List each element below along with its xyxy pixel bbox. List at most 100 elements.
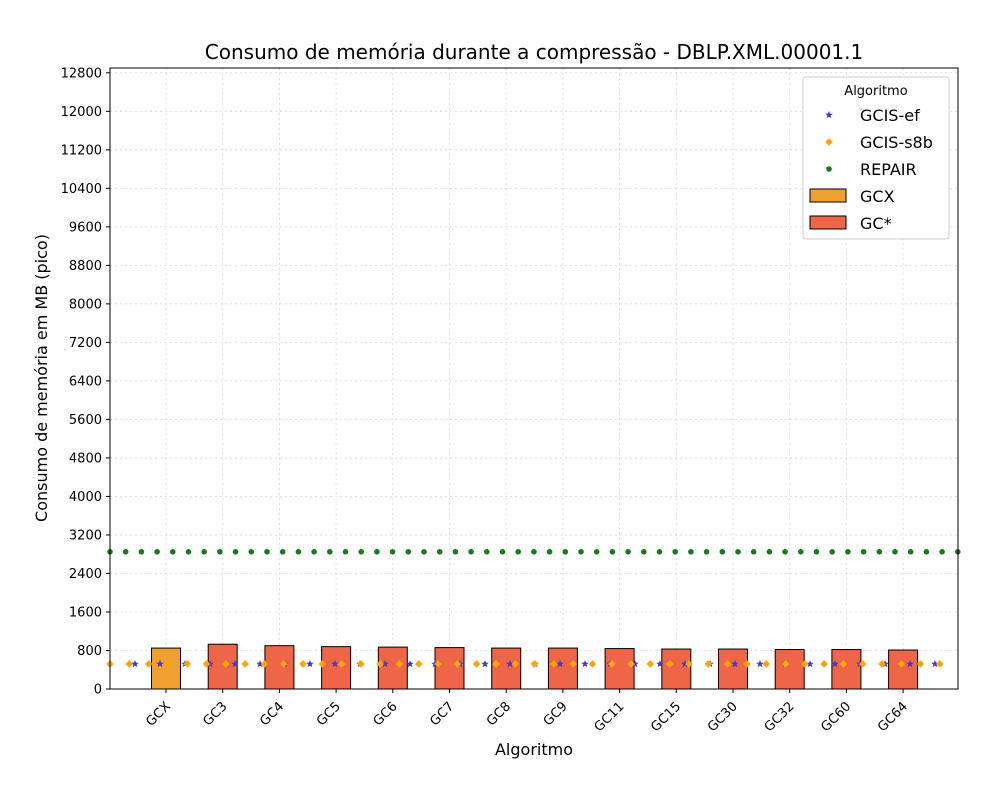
marker-GCIS-s8b (569, 660, 577, 668)
marker-REPAIR (892, 549, 898, 555)
legend-label-GC*: GC* (860, 214, 892, 233)
bar-layer (151, 643, 919, 690)
marker-REPAIR (452, 549, 459, 555)
marker-GCIS-s8b (743, 660, 751, 668)
bar-GC8 (491, 647, 522, 690)
marker-GCIS-ef (156, 660, 164, 668)
marker-REPAIR (672, 549, 678, 555)
legend-marker-GCIS-s8b (825, 138, 833, 146)
y-tick-label: 1600 (69, 605, 102, 620)
marker-REPAIR (735, 549, 741, 555)
bar-GC32 (774, 649, 805, 690)
marker-GCIS-ef (256, 660, 264, 668)
marker-REPAIR (201, 549, 207, 555)
y-tick-label: 0 (94, 683, 102, 698)
marker-REPAIR (766, 549, 773, 555)
marker-GCIS-s8b (299, 660, 307, 668)
marker-GCIS-s8b (936, 660, 944, 668)
marker-REPAIR (562, 549, 569, 555)
marker-GCIS-ef (231, 660, 239, 668)
x-tick-label: GC8 (484, 699, 514, 729)
x-tick-label: GC9 (541, 699, 571, 729)
marker-REPAIR (798, 549, 804, 555)
y-tick-label: 6400 (69, 374, 102, 389)
x-tick-label: GC3 (201, 699, 231, 729)
marker-GCIS-s8b (337, 660, 346, 668)
marker-REPAIR (138, 549, 145, 555)
marker-REPAIR (248, 549, 255, 555)
marker-REPAIR (641, 549, 647, 555)
legend-marker-REPAIR (826, 166, 832, 172)
legend-label-GCIS-s8b: GCIS-s8b (860, 133, 933, 152)
y-tick-label: 9600 (69, 220, 102, 235)
marker-REPAIR (531, 549, 537, 555)
marker-REPAIR (185, 549, 192, 555)
marker-GCIS-s8b (588, 660, 597, 668)
bar-GC15 (661, 648, 692, 690)
y-tick-label: 800 (77, 644, 102, 659)
legend-label-GCX: GCX (860, 187, 895, 206)
legend-label-GCIS-ef: GCIS-ef (860, 106, 920, 125)
marker-REPAIR (499, 549, 506, 555)
marker-GCIS-s8b (279, 660, 288, 668)
bar-GC64 (888, 649, 919, 690)
marker-REPAIR (232, 549, 239, 555)
marker-GCIS-ef (306, 660, 314, 668)
marker-GCIS-ef (381, 660, 389, 668)
marker-GCIS-ef (406, 660, 414, 668)
x-tick-label: GC64 (875, 699, 911, 735)
marker-REPAIR (688, 549, 694, 555)
marker-GCIS-s8b (685, 660, 693, 668)
tick-layer: 0 800 1600 2400 3200 4000 4800 5600 6400 7200 8000… (61, 66, 911, 735)
bar-GC7 (434, 647, 465, 690)
marker-GCIS-ef (556, 660, 564, 668)
marker-GCIS-s8b (550, 660, 558, 668)
marker-GCIS-s8b (723, 660, 732, 668)
marker-GCIS-ef (806, 660, 814, 668)
marker-GCIS-ef (631, 660, 639, 668)
marker-GCIS-s8b (878, 660, 886, 668)
marker-GCIS-s8b (665, 660, 674, 668)
y-tick-label: 10400 (61, 182, 102, 197)
marker-REPAIR (389, 549, 396, 555)
marker-GCIS-ef (506, 660, 514, 668)
marker-GCIS-s8b (241, 660, 249, 668)
legend: Algoritmo GCIS-ef GCIS-s8b REPAIR GCX GC* (802, 76, 950, 240)
marker-REPAIR (468, 549, 474, 555)
y-tick-label: 4800 (69, 451, 102, 466)
marker-GCIS-s8b (357, 660, 365, 668)
marker-GCIS-s8b (801, 660, 809, 668)
marker-REPAIR (860, 549, 867, 555)
marker-REPAIR (374, 549, 380, 555)
x-tick-label: GC4 (257, 699, 287, 729)
marker-REPAIR (656, 549, 663, 555)
marker-GCIS-ef (756, 660, 764, 668)
marker-GCIS-ef (731, 660, 739, 668)
marker-GCIS-s8b (318, 660, 327, 668)
y-tick-label: 11200 (61, 143, 102, 158)
x-axis-title: Algoritmo (495, 740, 573, 759)
legend-swatch-GC* (809, 215, 847, 230)
marker-GCIS-s8b (260, 660, 269, 668)
marker-GCIS-s8b (222, 660, 230, 668)
marker-GCIS-s8b (839, 660, 848, 668)
marker-REPAIR (217, 549, 223, 555)
y-tick-label: 8000 (69, 297, 102, 312)
marker-GCIS-s8b (125, 660, 134, 668)
marker-REPAIR (907, 549, 914, 555)
marker-REPAIR (484, 549, 490, 555)
marker-GCIS-s8b (492, 660, 500, 668)
marker-GCIS-s8b (395, 660, 404, 668)
marker-REPAIR (609, 549, 616, 555)
marker-GCIS-ef (906, 660, 914, 668)
marker-REPAIR (436, 549, 443, 555)
x-tick-label: GC5 (314, 699, 344, 729)
marker-REPAIR (122, 549, 129, 555)
y-tick-label: 7200 (69, 336, 102, 351)
legend-swatch-GCX (809, 188, 847, 203)
marker-GCIS-ef (931, 660, 939, 668)
marker-GCIS-s8b (781, 660, 790, 668)
bar-GC11 (604, 648, 635, 690)
marker-GCIS-s8b (472, 660, 481, 668)
